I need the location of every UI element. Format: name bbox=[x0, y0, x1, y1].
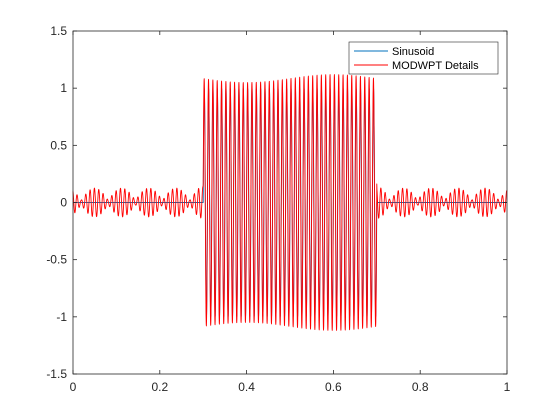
y-tick-label: 1 bbox=[60, 81, 67, 95]
y-tick-label: -1 bbox=[56, 310, 67, 324]
y-tick-label: -0.5 bbox=[46, 253, 67, 267]
legend-box bbox=[348, 41, 499, 75]
legend-entry-sinusoid: Sinusoid bbox=[392, 46, 434, 58]
legend: Sinusoid MODWPT Details bbox=[348, 41, 499, 75]
legend-entry-modwpt-details: MODWPT Details bbox=[392, 60, 479, 72]
x-tick-label: 0.8 bbox=[412, 380, 429, 394]
series-line-modwpt-details bbox=[72, 74, 508, 331]
x-tick-label: 0.2 bbox=[151, 380, 168, 394]
x-tick-label: 0 bbox=[70, 380, 77, 394]
x-tick-label: 0.4 bbox=[238, 380, 255, 394]
x-axis: 0 0.2 0.4 0.6 0.8 1 bbox=[70, 31, 511, 394]
y-tick-label: 0 bbox=[60, 196, 67, 210]
y-tick-label: 1.5 bbox=[50, 24, 67, 38]
y-axis: -1.5 -1 -0.5 0 0.5 1 1.5 bbox=[46, 24, 507, 381]
series-layer bbox=[72, 74, 508, 331]
x-tick-label: 1 bbox=[504, 380, 511, 394]
y-tick-label: 0.5 bbox=[50, 138, 67, 152]
y-tick-label: -1.5 bbox=[46, 367, 67, 381]
x-tick-label: 0.6 bbox=[325, 380, 342, 394]
